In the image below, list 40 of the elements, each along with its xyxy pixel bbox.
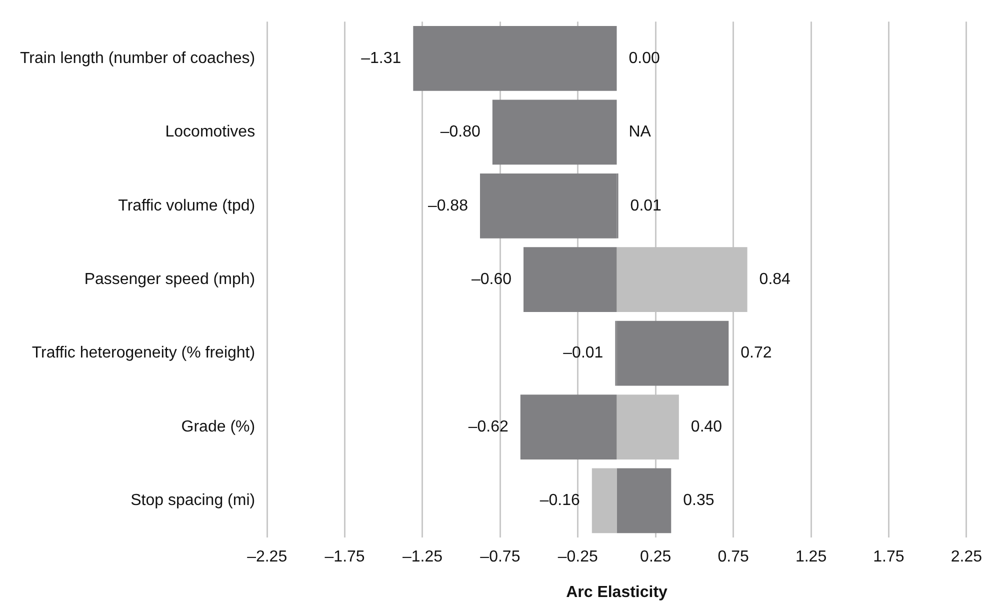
bar (616, 320, 729, 386)
data-label: 0.72 (740, 344, 772, 362)
y-tick-label: Stop spacing (mi) (130, 492, 256, 510)
x-tick-label: –0.25 (558, 548, 598, 566)
x-tick-label: –1.75 (324, 548, 365, 566)
text: NA (628, 124, 651, 141)
data-label: –1.31 (361, 50, 402, 67)
y-tick-label: Traffic heterogeneity (% freight) (32, 344, 256, 362)
y-tick-label: Grade (%) (181, 418, 256, 436)
bar (592, 468, 617, 534)
data-label: 0.40 (690, 418, 722, 436)
bar (616, 468, 672, 534)
y-tick-label: Traffic volume (tpd) (118, 197, 256, 214)
x-tick-label: 0.75 (718, 548, 749, 566)
data-label: 0.01 (630, 197, 662, 214)
bar (524, 247, 617, 312)
y-tick-label: Locomotives (165, 124, 256, 141)
data-label: –0.60 (471, 271, 512, 288)
y-tick-label: Passenger speed (mph) (84, 271, 256, 288)
x-tick-label: 2.25 (950, 548, 982, 566)
bar (492, 100, 617, 165)
x-tick-label: 1.75 (873, 548, 904, 566)
x-axis-title: Arc Elasticity (566, 584, 668, 601)
x-tick-label: 0.25 (640, 548, 672, 566)
x-tick-label: 1.25 (795, 548, 827, 566)
bar (520, 394, 617, 460)
data-label: –0.80 (440, 124, 481, 141)
data-label: –0.62 (468, 418, 508, 436)
x-tick-label: –1.25 (402, 548, 443, 566)
x-tick-label: –2.25 (247, 548, 288, 566)
y-tick-label: Train length (number of coaches) (20, 50, 256, 67)
bar (413, 26, 617, 91)
data-label: 0.84 (759, 271, 791, 288)
data-label: 0.00 (628, 50, 660, 67)
data-label: –0.88 (428, 197, 468, 214)
x-tick-label: –0.75 (480, 548, 520, 566)
bar (480, 173, 617, 238)
data-label: 0.35 (683, 492, 714, 510)
data-label: –0.16 (540, 492, 580, 510)
data-label: –0.01 (563, 344, 604, 362)
